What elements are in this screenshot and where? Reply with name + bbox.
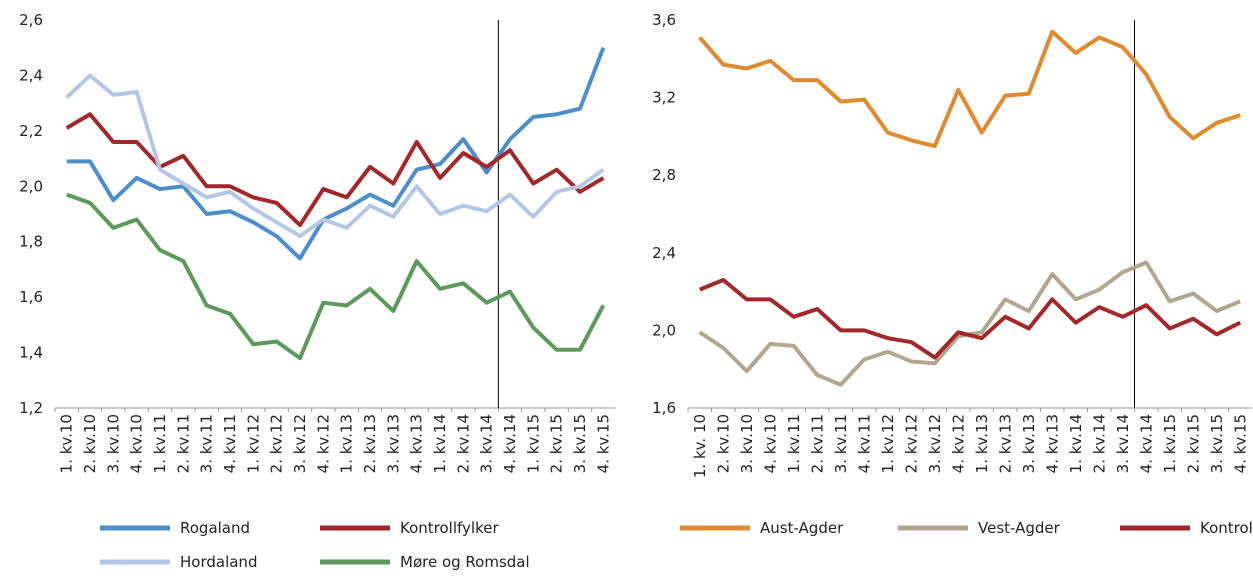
x-tick-label: 3. kv.12 (291, 414, 309, 473)
y-tick-label: 2,0 (19, 177, 43, 195)
legend-label: Rogaland (180, 519, 250, 537)
x-tick-label: 4. kv.15 (594, 414, 612, 473)
x-tick-label: 1. kv.13 (973, 414, 991, 473)
y-tick-label: 3,6 (652, 11, 676, 29)
x-tick-label: 4. kv.10 (128, 414, 146, 473)
x-tick-label: 1. kv.14 (1067, 414, 1085, 473)
x-tick-label: 1. kv.10 (58, 414, 76, 473)
y-tick-label: 1,8 (19, 233, 43, 251)
series-line (65, 73, 605, 239)
x-tick-label: 2. kv.11 (174, 414, 192, 473)
x-tick-label: 4. kv.13 (1043, 414, 1061, 473)
x-tick-label: 3. kv.14 (478, 414, 496, 473)
x-tick-label: 1. kv.11 (785, 414, 803, 473)
legend-label: Kontrollfylker (400, 519, 499, 537)
legend-label: Vest-Agder (978, 519, 1061, 537)
x-tick-label: 4. kv.14 (501, 414, 519, 473)
x-tick-label: 2. kv.12 (268, 414, 286, 473)
y-tick-label: 1,4 (19, 344, 43, 362)
x-tick-label: 3. kv.15 (1208, 414, 1226, 473)
series-line (65, 192, 606, 361)
series-line (698, 29, 1241, 149)
x-tick-label: 2. kv.14 (454, 414, 472, 473)
x-tick-label: 3. kv.13 (384, 414, 402, 473)
x-tick-label: 4. kv.10 (761, 414, 779, 473)
x-tick-label: 3. kv.11 (198, 414, 216, 473)
x-tick-label: 1. kv.15 (1161, 414, 1179, 473)
x-tick-label: 4. kv.11 (221, 414, 239, 473)
y-tick-label: 3,2 (652, 89, 676, 107)
x-tick-label: 1. kv.14 (431, 414, 449, 473)
x-tick-label: 3. kv.15 (571, 414, 589, 473)
x-tick-label: 2. kv.14 (1090, 414, 1108, 473)
x-tick-label: 4. kv.14 (1137, 414, 1155, 473)
x-tick-label: 1. kv.12 (879, 414, 897, 473)
y-tick-label: 1,2 (19, 399, 43, 417)
x-tick-label: 2. kv.10 (714, 414, 732, 473)
x-tick-label: 2. kv.11 (808, 414, 826, 473)
x-tick-label: 1. kv.15 (524, 414, 542, 473)
legend-label: Hordaland (180, 553, 257, 571)
x-tick-label: 3. kv.14 (1114, 414, 1132, 473)
series-line (698, 277, 1242, 360)
x-tick-label: 4. kv.13 (408, 414, 426, 473)
y-tick-label: 2,8 (652, 166, 676, 184)
y-tick-label: 1,6 (19, 288, 43, 306)
x-tick-label: 4. kv.12 (314, 414, 332, 473)
legend-label: Aust-Agder (760, 519, 844, 537)
x-tick-label: 1. kv.12 (244, 414, 262, 473)
x-tick-label: 2. kv.15 (548, 414, 566, 473)
x-tick-label: 4. kv.12 (949, 414, 967, 473)
x-tick-label: 3. kv.10 (104, 414, 122, 473)
y-tick-label: 2,0 (652, 321, 676, 339)
legend-label: Møre og Romsdal (400, 553, 530, 571)
y-tick-label: 2,2 (19, 122, 43, 140)
x-tick-label: 3. kv.13 (1020, 414, 1038, 473)
x-tick-label: 3. kv.12 (926, 414, 944, 473)
x-tick-label: 2. kv.13 (996, 414, 1014, 473)
x-tick-label: 2. kv.10 (81, 414, 99, 473)
series-line (698, 260, 1242, 387)
y-tick-label: 2,6 (19, 11, 43, 29)
x-tick-label: 4. kv.15 (1231, 414, 1249, 473)
x-tick-label: 2. kv.12 (902, 414, 920, 473)
x-tick-label: 2. kv.13 (361, 414, 379, 473)
x-tick-label: 1. kv. 10 (691, 414, 709, 478)
y-tick-label: 2,4 (652, 244, 676, 262)
y-tick-label: 2,4 (19, 66, 43, 84)
x-tick-label: 4. kv.11 (855, 414, 873, 473)
series-line (66, 46, 606, 261)
x-tick-label: 1. kv.11 (151, 414, 169, 473)
x-tick-label: 2. kv.15 (1184, 414, 1202, 473)
x-tick-label: 1. kv.13 (338, 414, 356, 473)
x-tick-label: 3. kv.11 (832, 414, 850, 473)
legend-label: Kontrollfylker (1200, 519, 1253, 537)
x-tick-label: 3. kv.10 (738, 414, 756, 473)
y-tick-label: 1,6 (652, 399, 676, 417)
